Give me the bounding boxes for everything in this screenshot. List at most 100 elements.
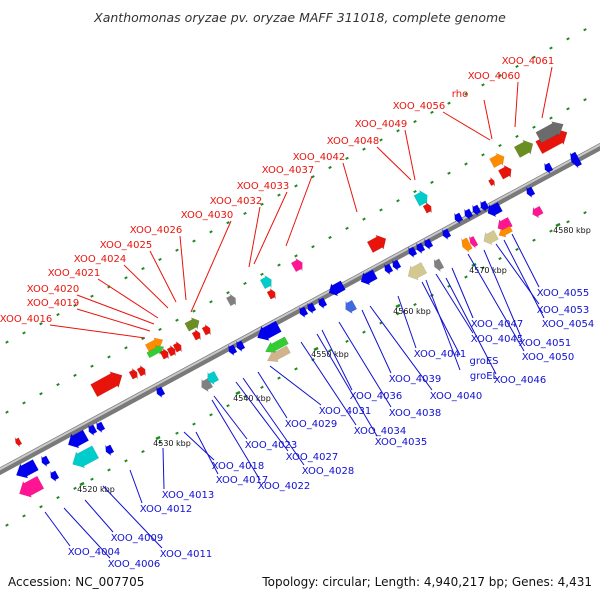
gene-label-bottom[interactable]: XOO_4041 (414, 349, 466, 360)
leader-line-bottom (242, 377, 305, 466)
leader-line-top (123, 264, 169, 309)
gene-label-bottom[interactable]: XOO_4035 (375, 437, 427, 448)
gene-label-top[interactable]: XOO_4048 (327, 136, 379, 147)
dash-row-outer-top (515, 64, 519, 68)
gene-label-top[interactable]: XOO_4037 (262, 165, 314, 176)
dash-row-inner-bottom (141, 450, 145, 454)
gene-label-bottom[interactable]: XOO_4009 (111, 533, 163, 544)
gene-feature-reverse (392, 259, 402, 271)
gene-label-top[interactable]: XOO_4033 (237, 181, 289, 192)
gene-label-top[interactable]: rho (452, 89, 468, 100)
gene-feature-reverse (360, 269, 378, 286)
gene-label-bottom[interactable]: XOO_4038 (389, 408, 441, 419)
gene-feature-reverse (468, 235, 479, 249)
dash-row-inner-top (260, 272, 264, 276)
gene-feature-reverse (228, 344, 238, 356)
gene-feature-reverse (424, 238, 434, 250)
gene-label-bottom[interactable]: XOO_4054 (542, 319, 594, 330)
leader-line-bottom (316, 333, 378, 437)
gene-label-bottom[interactable]: XOO_4053 (537, 305, 589, 316)
gene-label-bottom[interactable]: XOO_4027 (286, 452, 338, 463)
gene-feature-reverse (299, 306, 309, 318)
scale-tick-mark (155, 435, 161, 441)
gene-label-bottom[interactable]: XOO_4051 (519, 338, 571, 349)
gene-labels[interactable]: XOO_4016 XOO_4019 XOO_4020 XOO_4021 XOO_4024… (0, 56, 594, 570)
gene-label-bottom[interactable]: groES (469, 356, 498, 367)
leader-line-bottom (102, 485, 163, 549)
gene-label-bottom[interactable]: XOO_4047 (471, 319, 523, 330)
gene-feature-forward (488, 177, 496, 187)
dash-row-inner-bottom (209, 413, 213, 417)
gene-label-bottom[interactable]: XOO_4046 (494, 375, 546, 386)
gene-label-top[interactable]: XOO_4016 (0, 314, 52, 325)
ruler-dashes (5, 28, 587, 527)
dash-row-inner-bottom (481, 266, 485, 270)
gene-label-bottom[interactable]: XOO_4034 (354, 426, 406, 437)
gene-label-bottom[interactable]: XOO_4017 (216, 475, 268, 486)
gene-label-top[interactable]: XOO_4061 (502, 56, 554, 67)
gene-label-top[interactable]: XOO_4049 (355, 119, 407, 130)
gene-label-top[interactable]: XOO_4024 (74, 254, 126, 265)
gene-label-bottom[interactable]: XOO_4022 (258, 481, 310, 492)
gene-label-bottom[interactable]: XOO_4050 (522, 352, 574, 363)
gene-feature-reverse (207, 370, 220, 386)
dash-row-inner-top (549, 116, 553, 120)
gene-feature-forward (90, 371, 123, 398)
dash-row-outer-top (549, 46, 553, 50)
gene-label-bottom[interactable]: XOO_4012 (140, 504, 192, 515)
gene-label-bottom[interactable]: XOO_4023 (245, 440, 297, 451)
leader-line-bottom (44, 511, 71, 547)
gene-feature-reverse (408, 246, 418, 258)
gene-label-bottom[interactable]: groEL (470, 371, 499, 382)
scale-tick-label: 4520 kbp (77, 485, 115, 494)
dash-row-inner-bottom (124, 459, 128, 463)
gene-label-bottom[interactable]: XOO_4039 (389, 374, 441, 385)
gene-label-bottom[interactable]: XOO_4040 (430, 391, 482, 402)
scale-tick-mark (313, 346, 319, 352)
dash-row-outer-top (158, 257, 162, 261)
dash-row-inner-top (566, 107, 570, 111)
gene-label-top[interactable]: XOO_4042 (293, 152, 345, 163)
gene-label-bottom[interactable]: XOO_4029 (285, 419, 337, 430)
dash-row-outer-top (464, 92, 468, 96)
dash-row-inner-bottom (413, 302, 417, 307)
leader-line-bottom (425, 279, 461, 371)
leader-line-bottom (63, 507, 111, 559)
dash-row-outer-top (277, 193, 281, 197)
gene-features (14, 121, 583, 498)
gene-label-bottom[interactable]: XOO_4036 (350, 391, 402, 402)
topology-summary: Topology: circular; Length: 4,940,217 bp… (261, 575, 592, 589)
dash-row-inner-bottom (5, 523, 9, 527)
gene-label-top[interactable]: XOO_4030 (181, 210, 233, 221)
gene-label-top[interactable]: XOO_4032 (210, 196, 262, 207)
gene-feature-reverse (265, 336, 289, 353)
gene-label-bottom[interactable]: XOO_4028 (302, 466, 354, 477)
gene-label-bottom[interactable]: XOO_4011 (160, 549, 212, 560)
leader-line-top (248, 206, 261, 268)
gene-label-top[interactable]: XOO_4025 (100, 240, 152, 251)
gene-label-top[interactable]: XOO_4020 (27, 284, 79, 295)
leader-line-bottom (397, 295, 417, 349)
dash-row-outer-top (413, 119, 417, 124)
gene-label-top[interactable]: XOO_4060 (468, 71, 520, 82)
dash-row-outer-top (175, 248, 179, 252)
scale-tick-label: 4580 kbp (553, 226, 591, 235)
dash-row-outer-top (260, 202, 264, 206)
gene-label-bottom[interactable]: XOO_4018 (212, 461, 264, 472)
gene-label-bottom[interactable]: XOO_4004 (68, 547, 120, 558)
gene-feature-forward (191, 329, 201, 341)
gene-label-top[interactable]: XOO_4026 (130, 225, 182, 236)
gene-label-bottom[interactable]: XOO_4013 (162, 490, 214, 501)
gene-feature-reverse (236, 340, 246, 352)
gene-label-bottom[interactable]: XOO_4031 (319, 406, 371, 417)
gene-label-top[interactable]: XOO_4021 (48, 268, 100, 279)
gene-feature-forward (366, 234, 387, 253)
gene-label-bottom[interactable]: XOO_4055 (537, 288, 589, 299)
gene-label-top[interactable]: XOO_4019 (27, 298, 79, 309)
gene-label-bottom[interactable]: XOO_4006 (108, 559, 160, 570)
leader-line-top (285, 175, 313, 247)
gene-feature-reverse (50, 470, 60, 482)
gene-label-bottom[interactable]: XOO_4045 (471, 334, 523, 345)
gene-label-top[interactable]: XOO_4056 (393, 101, 445, 112)
dash-row-inner-top (158, 327, 162, 331)
